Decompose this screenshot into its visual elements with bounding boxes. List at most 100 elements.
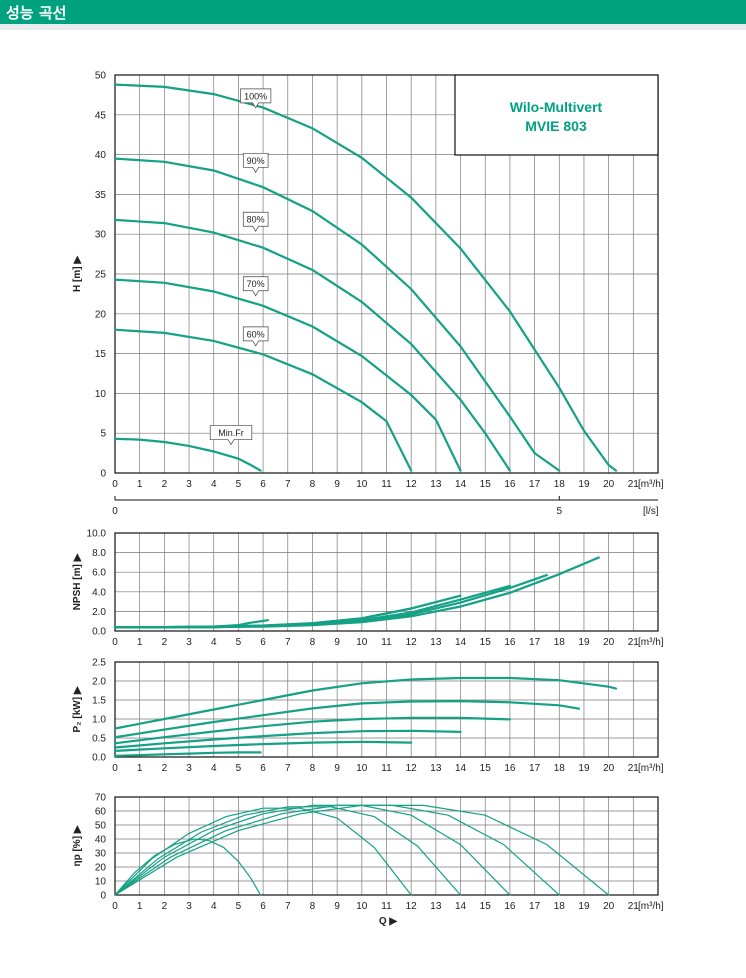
- series-curve: [113, 699, 581, 739]
- y-tick-label: 25: [95, 270, 107, 281]
- x-tick-label: 6: [260, 763, 266, 774]
- x-tick-label: 4: [211, 763, 217, 774]
- series-label-callout: [242, 152, 269, 174]
- x-tick-label: 20: [603, 479, 615, 490]
- series-label: 100%: [244, 91, 267, 101]
- y-tick-label: 20: [95, 863, 107, 874]
- y-tick-label: 2.5: [92, 658, 106, 669]
- x-tick-label: 1: [137, 763, 143, 774]
- x-tick-label: 7: [285, 637, 291, 648]
- x-tick-label: 18: [554, 901, 566, 912]
- series-label: 70%: [247, 279, 265, 289]
- x-tick-label: 11: [381, 763, 392, 774]
- x-tick-label: 17: [529, 901, 541, 912]
- x-tick-label: 20: [603, 901, 615, 912]
- x-tick-label: 16: [504, 637, 516, 648]
- series-label-callout: [242, 326, 269, 347]
- x-tick-label: 12: [406, 901, 418, 912]
- y-tick-label: 10.0: [87, 529, 107, 540]
- x-tick-label: 4: [211, 479, 217, 490]
- x-tick-label: 20: [603, 637, 615, 648]
- x-tick-label: 4: [211, 901, 217, 912]
- x-tick-label: 12: [406, 637, 418, 648]
- y-tick-label: 1.5: [92, 696, 106, 707]
- series-label: 60%: [247, 329, 265, 339]
- x-tick-label: 18: [554, 763, 566, 774]
- power-chart: 0 1 2 3 4 5 6 7 8 9 10 11 12 13 14 15 16 17 18 19 20 21 [m³/h]…: [72, 658, 664, 775]
- y-tick-label: 20: [95, 309, 107, 320]
- y-tick-label: 70: [95, 793, 107, 804]
- x-tick-label: 2: [162, 763, 168, 774]
- y-axis-label: NPSH [m] ▶: [72, 552, 83, 610]
- x-tick-label: 15: [480, 637, 492, 648]
- page-title: 성능 곡선: [6, 4, 67, 22]
- y-tick-label: 5: [100, 429, 106, 440]
- npsh-chart: 0 1 2 3 4 5 6 7 8 9 10 11 12 13 14 15 16 17 18 19 20 21 [m³/h]…: [72, 529, 664, 649]
- y-tick-label: 35: [95, 190, 107, 201]
- y-tick-label: 0.0: [92, 753, 106, 764]
- title-box: [454, 74, 659, 156]
- secondary-tick-label: 0: [112, 506, 118, 517]
- x-tick-label: 10: [356, 479, 368, 490]
- y-tick-label: 0: [100, 891, 106, 902]
- series-curve: [114, 804, 610, 896]
- x-tick-label: 14: [455, 763, 467, 774]
- x-tick-label: 17: [529, 637, 541, 648]
- x-tick-label: 9: [334, 479, 340, 490]
- x-tick-label: 20: [603, 763, 615, 774]
- series-label-callout: [209, 425, 253, 446]
- series-curve: [113, 716, 511, 745]
- x-tick-label: 5: [236, 901, 242, 912]
- y-tick-label: 60: [95, 807, 107, 818]
- y-tick-label: 40: [95, 835, 107, 846]
- y-tick-label: 0: [100, 469, 106, 480]
- y-tick-label: 1.0: [92, 715, 106, 726]
- x-tick-label: 7: [285, 479, 291, 490]
- x-tick-label: 3: [186, 637, 192, 648]
- x-tick-label: 9: [334, 763, 340, 774]
- x-tick-label: 8: [310, 637, 316, 648]
- y-tick-label: 30: [95, 230, 107, 241]
- x-tick-label: 19: [578, 479, 590, 490]
- head-chart: 0 1 2 3 4 5 6 7 8 9 10 11 12 13 14 15 16 17 18 19 20 21 [m³/h]…: [72, 71, 664, 518]
- x-tick-label: 7: [285, 763, 291, 774]
- x-tick-label: 5: [236, 637, 242, 648]
- x-tick-label: 11: [381, 479, 392, 490]
- y-tick-label: 45: [95, 110, 107, 121]
- y-tick-label: 6.0: [92, 568, 106, 579]
- x-tick-label: 10: [356, 763, 368, 774]
- x-tick-label: 16: [504, 479, 516, 490]
- series-label-callout: [242, 276, 269, 297]
- series-curve: [114, 804, 560, 896]
- series-curve: [113, 729, 462, 749]
- x-tick-label: 21: [628, 763, 640, 774]
- chart-title-line2: MVIE 803: [525, 118, 587, 134]
- x-tick-label: 13: [430, 479, 442, 490]
- x-tick-label: 18: [554, 637, 566, 648]
- series-curve: [113, 218, 511, 472]
- x-tick-label: 13: [430, 637, 442, 648]
- x-tick-label: 1: [137, 637, 143, 648]
- plot-frame: [114, 796, 659, 896]
- x-tick-label: 11: [381, 637, 392, 648]
- y-tick-label: 2.0: [92, 677, 106, 688]
- y-tick-label: 30: [95, 849, 107, 860]
- plot-frame: [114, 74, 659, 474]
- series-curve: [114, 838, 262, 896]
- series-curve: [113, 328, 413, 472]
- chart-title-line1: Wilo-Multivert: [510, 99, 603, 115]
- x-tick-label: 5: [236, 479, 242, 490]
- y-tick-label: 40: [95, 150, 107, 161]
- x-tick-label: 5: [236, 763, 242, 774]
- x-tick-label: 1: [137, 479, 143, 490]
- x-tick-label: 8: [310, 901, 316, 912]
- x-tick-label: 3: [186, 479, 192, 490]
- x-tick-label: 15: [480, 479, 492, 490]
- y-axis-label: H [m] ▶: [72, 255, 83, 292]
- x-tick-label: 19: [578, 901, 590, 912]
- x-tick-label: 15: [480, 901, 492, 912]
- x-tick-label: 6: [260, 637, 266, 648]
- series-curve: [113, 157, 561, 472]
- x-tick-label: 6: [260, 479, 266, 490]
